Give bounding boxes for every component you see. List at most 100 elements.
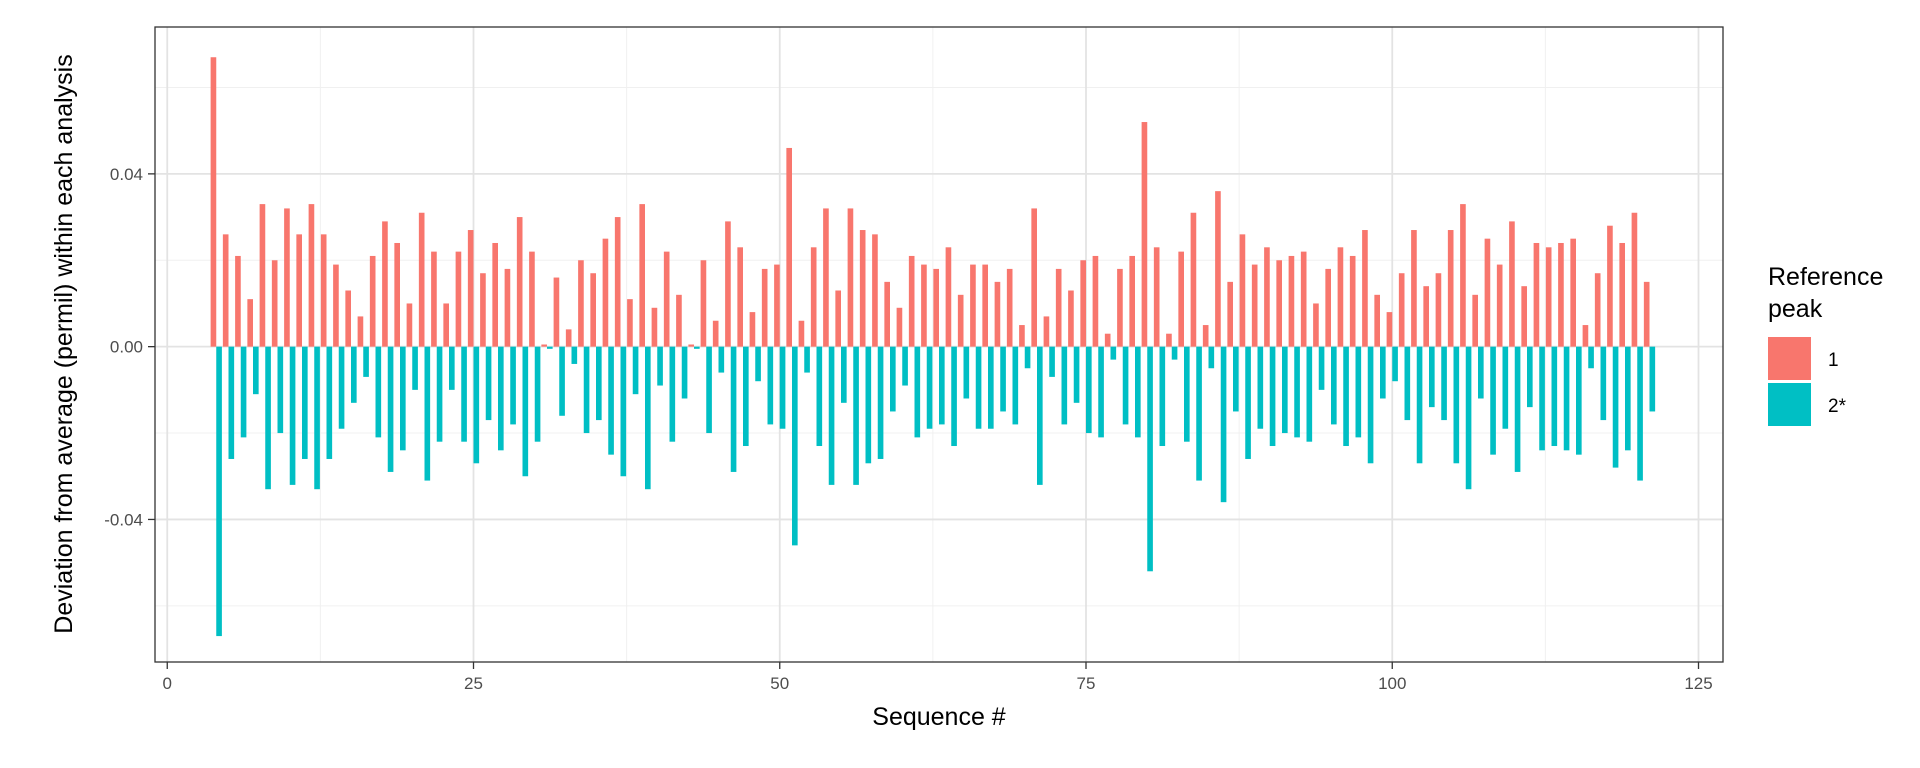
bar-series-2 [571,346,578,364]
y-axis: -0.04 0.00 0.04 [104,165,155,529]
bar-series-1 [835,290,841,347]
bar-series-2 [1037,346,1043,485]
bar-series-1 [872,234,878,347]
bar-series-1 [1349,255,1356,347]
legend-key-series-2 [1768,383,1811,426]
bar-series-2 [596,346,602,421]
bar-series-2 [1012,346,1019,425]
bar-series-2 [1392,346,1398,382]
bar-series-1 [1447,230,1454,347]
bar-series-2 [534,346,541,442]
bar-series-2 [240,346,247,438]
bar-series-1 [933,268,939,347]
bar-series-2 [547,346,553,349]
bar-series-2 [1502,346,1509,429]
bar-series-2 [436,346,443,442]
bar-series-2 [779,346,786,429]
bar-series-2 [1380,346,1386,399]
bar-series-2 [1073,346,1080,403]
bar-series-1 [712,320,719,347]
bar-series-2 [1331,346,1337,425]
bar-series-1 [1019,325,1025,347]
y-tick-label: 0.00 [110,338,143,357]
legend-key-series-1 [1768,337,1811,380]
bar-series-1 [1092,255,1099,347]
bar-series-2 [608,346,614,455]
bar-series-2 [387,346,394,472]
bar-series-1 [259,204,266,347]
bar-series-2 [1465,346,1472,490]
bar-series-1 [627,299,633,347]
legend-title-line-1: Reference [1768,263,1883,291]
bar-series-2 [620,346,627,477]
bar-series-1 [1055,268,1062,347]
bar-series-2 [289,346,296,485]
bar-series-1 [394,242,400,347]
bar-series-1 [1104,333,1111,347]
bar-series-1 [651,307,658,347]
bar-series-2 [559,346,565,416]
bar-series-1 [1411,230,1417,347]
plot-border [154,26,1724,663]
bar-series-2 [975,346,982,429]
bar-series-1 [480,273,486,347]
bar-series-1 [1545,247,1552,347]
bar-series-2 [1159,346,1166,447]
bar-series-1 [418,212,425,347]
bar-series-2 [1061,346,1068,425]
bar-series-1 [1276,260,1282,347]
bar-series-1 [467,230,474,347]
bar-series-1 [602,238,609,347]
x-tick-label: 75 [1077,674,1096,693]
bar-series-1 [345,290,351,347]
bar-series-2 [1122,346,1129,425]
bar-series-1 [1227,281,1233,347]
x-tick-label: 125 [1684,674,1712,693]
bar-series-2 [522,346,529,477]
bar-series-2 [841,346,847,403]
bar-series-2 [1171,346,1178,360]
bar-series-1 [639,204,645,347]
bar-series-1 [1202,325,1209,347]
bar-series-2 [375,346,382,438]
bar-series-1 [1141,122,1148,347]
bar-series-2 [400,346,406,451]
bar-series-1 [786,147,792,347]
bar-series-1 [1325,268,1331,347]
bar-series-1 [1080,260,1086,347]
bar-series-1 [382,221,388,347]
bar-series-1 [541,344,547,347]
bar-series-1 [810,247,817,347]
bar-series-1 [516,217,523,347]
bar-series-2 [804,346,810,373]
bar-series-2 [706,346,712,434]
bar-series-2 [461,346,467,442]
bar-series-1 [700,260,707,347]
bar-series-1 [1031,208,1037,347]
bar-series-1 [1166,333,1172,347]
bar-series-1 [761,268,768,347]
bar-series-1 [908,255,915,347]
bar-series-1 [1533,242,1540,347]
bar-series-1 [1190,212,1197,347]
bar-series-1 [1398,273,1405,347]
bar-series-2 [669,346,676,442]
bar-series-2 [1282,346,1288,434]
bar-series-1 [1484,238,1491,347]
bar-series-1 [320,234,327,347]
bar-series-1 [957,294,964,347]
bar-series-2 [1294,346,1300,438]
bar-series-2 [1490,346,1496,455]
bar-series-1 [1521,286,1527,347]
x-tick-label: 0 [163,674,172,693]
bar-series-1 [1362,230,1368,347]
bar-series-2 [338,346,345,429]
bar-series-2 [1404,346,1411,421]
bar-series-1 [1631,212,1638,347]
bar-series-1 [1472,294,1478,347]
bar-series-1 [725,221,731,347]
bar-series-2 [645,346,651,490]
bar-series-1 [1582,325,1589,347]
bar-series-2 [730,346,737,472]
